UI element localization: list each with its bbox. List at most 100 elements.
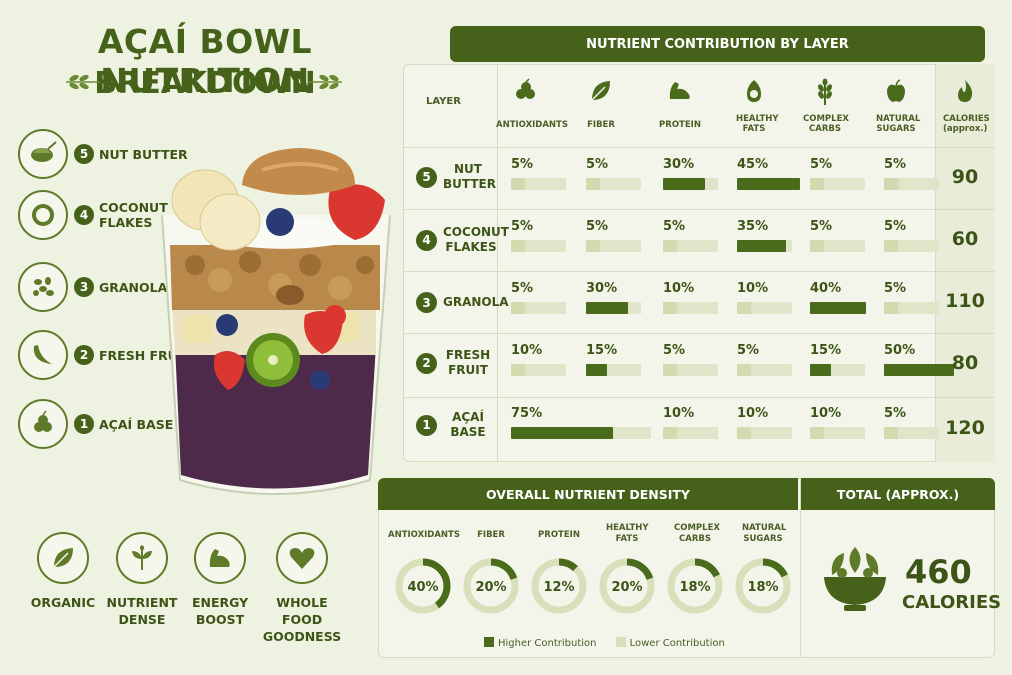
donut-label: FIBER — [477, 530, 505, 540]
legend-swatch-low — [615, 636, 626, 647]
legend-label: GRANOLA — [99, 279, 168, 295]
donut-arc — [395, 558, 451, 614]
row-divider — [403, 147, 995, 148]
column-header-label: PROTEIN — [659, 120, 701, 130]
percent-value: 45% — [737, 157, 769, 172]
percent-value: 15% — [586, 343, 618, 358]
percent-value: 5% — [810, 157, 833, 172]
legend-label: FRESH FRUIT — [99, 347, 192, 363]
percent-value: 5% — [884, 406, 907, 421]
bar-fill — [586, 240, 600, 252]
column-header-label: COMPLEX CARBS — [803, 114, 849, 134]
column-header-antioxidants: ANTIOXIDANTS — [496, 78, 568, 130]
percent-value: 35% — [737, 219, 769, 234]
bar-fill — [511, 240, 525, 252]
percent-value: 5% — [884, 219, 907, 234]
bar-fill — [663, 240, 677, 252]
layer-number-badge: 5 — [74, 144, 94, 164]
column-header-calories: CALORIES (approx.) — [935, 78, 995, 134]
layer-column-header: LAYER — [426, 96, 461, 107]
column-divider — [497, 64, 498, 462]
percent-value: 30% — [663, 157, 695, 172]
donut-value: 12% — [543, 580, 574, 595]
density-donut: 20% — [599, 558, 655, 614]
bar-fill — [663, 178, 705, 190]
bar-fill — [663, 302, 677, 314]
bar-fill — [737, 427, 751, 439]
percent-value: 5% — [663, 219, 686, 234]
density-legend: Higher Contribution Lower Contribution — [484, 631, 725, 650]
density-donut: 12% — [531, 558, 587, 614]
leaf-icon — [37, 532, 89, 584]
table-row-fresh-fruit: 2 FRESH FRUIT — [416, 348, 493, 378]
percent-value: 5% — [737, 343, 760, 358]
bar-fill — [810, 364, 831, 376]
sprout-icon — [116, 532, 168, 584]
acai-berries-icon — [18, 399, 68, 449]
panel-divider — [800, 478, 801, 658]
donut-value: 20% — [475, 580, 506, 595]
avocado-icon — [724, 78, 784, 108]
column-header-healthy-fats: HEALTHY FATS — [724, 78, 784, 134]
laurel-right-icon — [306, 74, 344, 94]
percent-value: 10% — [737, 281, 769, 296]
percent-value: 5% — [810, 219, 833, 234]
legend-item-nut-butter: 5 NUT BUTTER — [18, 127, 218, 181]
calories-column — [935, 64, 995, 462]
layer-number-badge: 5 — [416, 166, 437, 188]
column-header-fiber: FIBER — [571, 78, 631, 130]
benefit-organic: ORGANIC — [13, 532, 113, 611]
bar-fill — [884, 240, 898, 252]
bar-fill — [737, 178, 800, 190]
layer-number-badge: 4 — [74, 205, 94, 225]
calories-value: 90 — [951, 166, 979, 188]
percent-value: 10% — [810, 406, 842, 421]
layer-number-badge: 4 — [416, 229, 437, 251]
donut-value: 18% — [747, 580, 778, 595]
legend-item-coconut-flakes: 4 COCONUT FLAKES — [18, 188, 218, 242]
benefit-label: WHOLE FOOD GOODNESS — [262, 595, 342, 644]
legend-item-granola: 3 GRANOLA — [18, 260, 218, 314]
density-donut: 40% — [395, 558, 451, 614]
wheat-icon — [795, 78, 855, 110]
table-header: NUTRIENT CONTRIBUTION BY LAYER — [450, 26, 985, 62]
bar-fill — [737, 364, 751, 376]
donut-value: 40% — [407, 580, 438, 595]
bar-fill — [884, 178, 898, 190]
legend-item-acai-base: 1 AÇAÍ BASE — [18, 397, 218, 451]
column-header-label: HEALTHY FATS — [736, 114, 779, 134]
percent-value: 75% — [511, 406, 543, 421]
calories-value: 110 — [945, 290, 985, 312]
donut-value: 20% — [611, 580, 642, 595]
bar-fill — [810, 240, 824, 252]
column-header-protein: PROTEIN — [650, 78, 710, 130]
page-subtitle: BREAKDOWN — [94, 66, 316, 101]
coconut-icon — [18, 190, 68, 240]
density-donut: 18% — [667, 558, 723, 614]
density-donut: 20% — [463, 558, 519, 614]
row-divider — [403, 333, 995, 334]
row-divider — [403, 397, 995, 398]
apple-icon — [866, 78, 926, 108]
percent-value: 5% — [586, 219, 609, 234]
heart-icon — [276, 532, 328, 584]
total-calories-unit: CALORIES — [902, 592, 1002, 613]
muscle-icon — [194, 532, 246, 584]
percent-value: 50% — [884, 343, 916, 358]
bar-fill — [810, 302, 866, 314]
percent-value: 5% — [511, 219, 534, 234]
bar-fill — [511, 302, 525, 314]
donut-arc — [599, 558, 655, 614]
layer-number-badge: 2 — [416, 352, 437, 374]
donut-arc — [667, 558, 723, 614]
benefit-nutrient-dense: NUTRIENT DENSE — [92, 532, 192, 628]
percent-value: 15% — [810, 343, 842, 358]
bar-fill — [511, 427, 613, 439]
layer-number-badge: 3 — [74, 277, 94, 297]
percent-value: 10% — [737, 406, 769, 421]
column-header-complex-carbs: COMPLEX CARBS — [795, 78, 855, 134]
row-layer-label: AÇAÍ BASE — [450, 410, 486, 439]
bar-fill — [663, 427, 677, 439]
bar-fill — [884, 302, 898, 314]
legend-label: COCONUT FLAKES — [99, 200, 168, 230]
